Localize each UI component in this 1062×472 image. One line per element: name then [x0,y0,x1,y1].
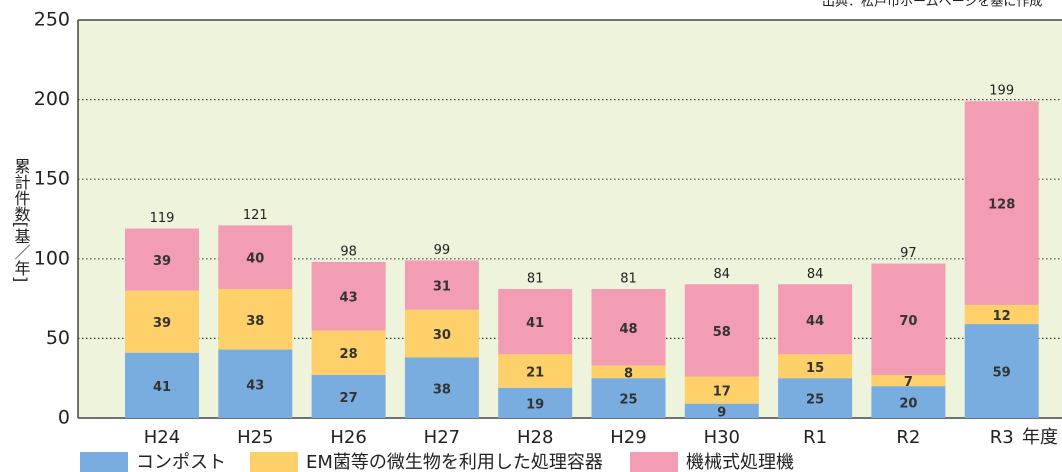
value-label: 31 [433,280,451,295]
value-label: 19 [526,397,544,412]
bar-segment [218,289,293,350]
bar-segment [125,352,199,418]
y-axis-label: 累計件数[基／年] [12,158,31,282]
y-tick-label: 250 [34,9,70,31]
bar-segment [498,387,573,418]
value-label: 38 [246,314,264,329]
value-label: 15 [806,361,824,376]
value-label: 40 [246,252,264,267]
legend-swatch [80,452,128,472]
bar-segment [778,354,853,379]
bar-segment [311,261,386,331]
value-label: 43 [246,378,264,393]
x-tick-label: H24 [144,427,180,448]
x-tick-label: H28 [517,427,553,448]
x-tick-label: H29 [610,427,646,448]
value-label: 25 [806,393,824,408]
source-note: 出典：松戸市ホームページを基に作成 [822,0,1042,10]
bar-segment [871,386,946,418]
bar-segment [964,304,1039,325]
value-label: 59 [993,366,1011,381]
value-label: 39 [153,254,171,269]
bar-segment [684,284,759,377]
value-label: 20 [899,397,917,412]
value-label: 43 [340,291,358,306]
bar-segment [871,263,946,376]
total-label: 99 [434,243,451,258]
total-label: 199 [989,84,1014,99]
total-label: 97 [900,246,917,261]
bar-segment [964,324,1039,418]
bar-segment [778,284,853,355]
value-label: 7 [904,375,913,390]
legend-label: EM菌等の微生物を利用した処理容器 [306,452,603,472]
x-tick-label: H25 [237,427,273,448]
value-label: 27 [340,391,358,406]
total-label: 119 [150,211,175,226]
total-label: 81 [620,272,637,287]
value-label: 128 [988,198,1015,213]
y-tick-label: 200 [34,88,70,110]
legend-swatch [250,452,298,472]
bar-segment [404,309,479,358]
value-label: 17 [713,385,731,400]
x-tick-label: R2 [896,427,920,448]
value-label: 58 [713,325,731,340]
bar-segment [964,101,1039,305]
value-label: 39 [153,316,171,331]
total-label: 81 [527,272,544,287]
total-label: 84 [807,267,824,282]
legend-label: コンポスト [136,452,226,472]
value-label: 41 [153,380,171,395]
value-label: 41 [526,316,544,331]
bar-segment [591,365,666,379]
y-tick-label: 100 [34,247,70,269]
value-label: 8 [624,366,633,381]
value-label: 38 [433,382,451,397]
value-label: 70 [899,314,917,329]
x-axis-label: 年度 [1022,427,1058,448]
bar-segment [871,375,946,387]
x-tick-label: H27 [424,427,460,448]
bar-segment [404,357,479,418]
legend-swatch [630,452,678,472]
x-tick-label: H30 [704,427,740,448]
bar-segment [498,289,573,355]
value-label: 12 [993,309,1011,324]
total-label: 84 [714,267,731,282]
y-tick-label: 50 [46,327,70,349]
value-label: 48 [619,322,637,337]
value-label: 30 [433,328,451,343]
bar-segment [311,375,386,418]
bar-segment [218,225,293,290]
bar-segment [404,260,479,310]
bar-segment [778,378,853,418]
value-label: 9 [717,405,726,420]
bar-segment [125,228,199,291]
bar-segment [218,349,293,418]
bar-segment [498,354,573,388]
x-tick-label: H26 [330,427,366,448]
x-tick-label: R1 [803,427,827,448]
y-tick-label: 150 [34,168,70,190]
value-label: 21 [526,366,544,381]
bar-segment [311,330,386,376]
legend-label: 機械式処理機 [686,452,794,472]
bar-segment [591,289,666,366]
y-tick-label: 0 [58,407,70,429]
value-label: 28 [340,347,358,362]
bar-segment [684,403,759,418]
bar-segment [125,290,199,353]
bar-segment [684,376,759,404]
total-label: 121 [243,208,268,223]
bar-segment [591,378,666,418]
x-tick-label: R3 [990,427,1014,448]
value-label: 25 [619,393,637,408]
total-label: 98 [340,244,357,259]
value-label: 44 [806,314,824,329]
